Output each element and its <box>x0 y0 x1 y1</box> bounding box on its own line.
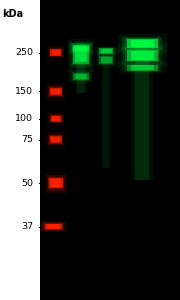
Bar <box>131 40 154 47</box>
Bar <box>50 49 61 56</box>
Bar <box>125 38 159 49</box>
Bar <box>50 88 62 95</box>
Bar <box>135 39 149 180</box>
Bar <box>72 72 90 81</box>
Bar <box>42 223 64 230</box>
Bar <box>122 37 162 50</box>
Bar <box>49 47 63 57</box>
Bar <box>71 43 91 68</box>
Bar <box>118 61 167 74</box>
Bar <box>47 46 64 59</box>
Bar <box>48 86 63 97</box>
Bar <box>73 45 89 51</box>
Bar <box>47 175 65 191</box>
Bar <box>44 223 62 230</box>
Bar <box>131 39 153 180</box>
Bar <box>118 34 167 52</box>
Text: 150: 150 <box>15 87 33 96</box>
Bar <box>131 51 154 60</box>
Bar <box>131 65 154 70</box>
Bar <box>75 49 87 62</box>
Bar <box>101 46 111 168</box>
Bar <box>68 69 94 84</box>
Bar <box>75 74 87 79</box>
Bar <box>73 73 89 80</box>
Bar <box>99 56 113 64</box>
Bar <box>75 46 87 50</box>
Bar <box>51 89 60 94</box>
Text: 250: 250 <box>15 48 33 57</box>
Bar <box>51 116 61 122</box>
Bar <box>46 132 65 147</box>
Bar <box>118 44 167 67</box>
Bar <box>73 47 89 64</box>
Bar <box>46 84 65 99</box>
Bar <box>52 116 60 121</box>
Bar <box>101 49 112 53</box>
Bar <box>75 42 87 93</box>
Bar <box>50 136 62 143</box>
Bar <box>0 0 40 300</box>
Bar <box>72 46 90 65</box>
Bar <box>68 39 94 72</box>
Bar <box>48 134 63 145</box>
Text: 50: 50 <box>21 178 33 188</box>
Text: kDa: kDa <box>2 9 23 19</box>
Bar <box>72 44 90 52</box>
Text: 75: 75 <box>21 135 33 144</box>
Bar <box>48 177 63 189</box>
Bar <box>52 50 60 55</box>
Bar <box>45 173 67 193</box>
Bar <box>71 71 91 82</box>
Bar <box>97 54 116 66</box>
Bar <box>49 87 62 96</box>
Bar <box>48 112 64 124</box>
Bar <box>99 48 113 54</box>
Bar <box>103 46 109 168</box>
Bar <box>45 224 62 229</box>
Bar <box>49 114 63 123</box>
Bar <box>122 47 162 64</box>
Bar <box>98 56 114 64</box>
Bar <box>47 224 60 229</box>
Bar <box>127 39 158 48</box>
Bar <box>125 64 159 71</box>
Bar <box>101 57 112 63</box>
Bar <box>51 137 60 142</box>
Bar <box>51 179 61 187</box>
Text: 37: 37 <box>21 222 33 231</box>
Bar <box>95 46 118 56</box>
Bar <box>127 50 158 61</box>
Bar <box>122 63 162 72</box>
Bar <box>98 48 114 54</box>
Bar <box>68 41 94 55</box>
Bar <box>95 52 118 68</box>
Bar <box>49 135 62 144</box>
Bar <box>127 64 158 70</box>
Bar <box>97 47 116 55</box>
Text: 100: 100 <box>15 114 33 123</box>
Bar <box>39 221 67 232</box>
Bar <box>71 43 91 53</box>
Bar <box>77 42 85 93</box>
Bar <box>125 49 159 62</box>
Bar <box>49 178 63 188</box>
Bar <box>50 49 62 56</box>
Bar <box>50 115 62 122</box>
